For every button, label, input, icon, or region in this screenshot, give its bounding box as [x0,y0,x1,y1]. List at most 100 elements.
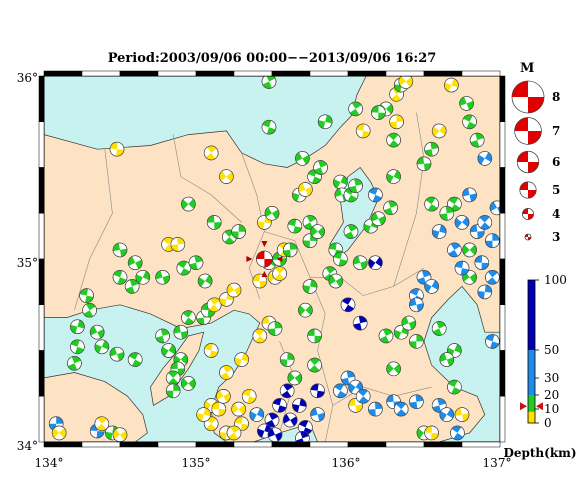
focal-mechanism [272,398,287,413]
focal-mechanism [109,141,125,157]
focal-mechanism [298,182,313,197]
magnitude-legend-label: 7 [552,124,560,138]
highlight-mechanism [256,250,273,268]
magnitude-legend-label: 8 [552,90,560,104]
lon-tick-134: 134° [35,456,64,470]
focal-mechanism [444,77,459,93]
focal-mechanism [485,233,500,248]
focal-mechanism [241,388,257,404]
focal-mechanism [135,269,151,285]
focal-mechanism [181,376,196,391]
focal-mechanism [124,279,140,294]
focal-mechanism [173,324,189,340]
frame-tick [38,396,45,443]
focal-mechanism [127,255,143,271]
focal-mechanism [170,237,186,252]
frame-tick [38,121,45,168]
focal-mechanism [352,255,368,271]
magnitude-legend-title: M [520,61,534,76]
focal-mechanism [70,319,85,335]
focal-mechanism [161,343,176,358]
depth-legend-title: Depth(km) [503,446,576,460]
frame-tick [499,258,506,305]
focal-mechanism [112,427,128,442]
focal-mechanism [431,123,447,139]
depth-band [528,350,535,395]
lon-tick-135: 135° [182,456,211,470]
focal-mechanism [264,206,280,221]
depth-tick-label: 10 [544,402,559,416]
depth-marker-arrows [520,402,543,411]
focal-mechanism [287,370,303,386]
focal-mechanism [371,211,386,226]
focal-mechanism [252,273,268,289]
focal-mechanism [67,355,82,371]
lat-tick-36: 36° [17,71,38,85]
focal-mechanism [279,352,295,367]
focal-mechanism [219,365,234,380]
focal-mechanism [409,297,424,313]
focal-mechanism [393,401,409,417]
frame-tick [233,441,273,448]
frame-tick [38,258,45,305]
frame-tick [271,70,311,77]
depth-tick-label: 30 [544,371,559,385]
focal-mechanism [249,407,265,422]
focal-mechanism [439,407,455,422]
frame-tick [499,304,506,351]
focal-mechanism [94,416,110,432]
focal-mechanism [401,315,417,331]
focal-mechanism [431,321,447,336]
frame-tick [499,396,506,443]
depth-band [528,395,535,412]
focal-mechanism [181,310,196,325]
focal-mechanism [231,224,246,239]
depth-tick-label: 50 [544,343,559,357]
focal-mechanism [196,407,211,422]
depth-band [528,411,535,423]
focal-mechanism [416,156,432,172]
focal-mechanism [112,242,128,258]
focal-mechanism [231,401,246,417]
focal-mechanism [386,132,401,148]
focal-mechanism [234,352,249,367]
magnitude-legend-ball [519,181,537,199]
lat-tick-35: 35° [17,256,38,270]
focal-mechanism [216,388,231,404]
frame-tick [195,70,235,77]
focal-mechanism [333,383,348,399]
focal-mechanism [474,255,490,271]
focal-mechanism [340,297,356,313]
latitude-tick-labels: 36° 35° 34° [17,71,38,453]
magnitude-legend-ball [511,80,545,114]
focal-mechanism [454,407,470,422]
focal-mechanism [165,383,181,399]
focal-mechanism [424,279,439,294]
frame-tick [309,441,349,448]
border-line [172,134,242,223]
focal-mechanism [355,123,371,139]
focal-mechanism [127,352,143,367]
focal-mechanism [267,427,283,442]
depth-bar-outline [527,279,536,424]
longitude-tick-labels: 134° 135° 136° 137° [35,456,512,470]
frame-tick [43,70,83,77]
frame-tick [38,350,45,397]
frame-tick [385,441,425,448]
magnitude-legend-ball [522,208,534,220]
focal-mechanism [454,215,470,230]
focal-mechanism [348,101,363,117]
focal-mechanism [203,343,219,358]
focal-mechanism [310,224,325,239]
focal-mechanism [282,412,298,428]
focal-mechanism [70,339,85,355]
focal-mechanism [409,334,424,349]
focal-mechanism [197,273,213,289]
frame-tick [499,75,506,122]
focal-mechanism [333,174,348,190]
focal-mechanism [226,282,242,298]
frame-tick [347,70,387,77]
focal-mechanism [447,242,462,258]
